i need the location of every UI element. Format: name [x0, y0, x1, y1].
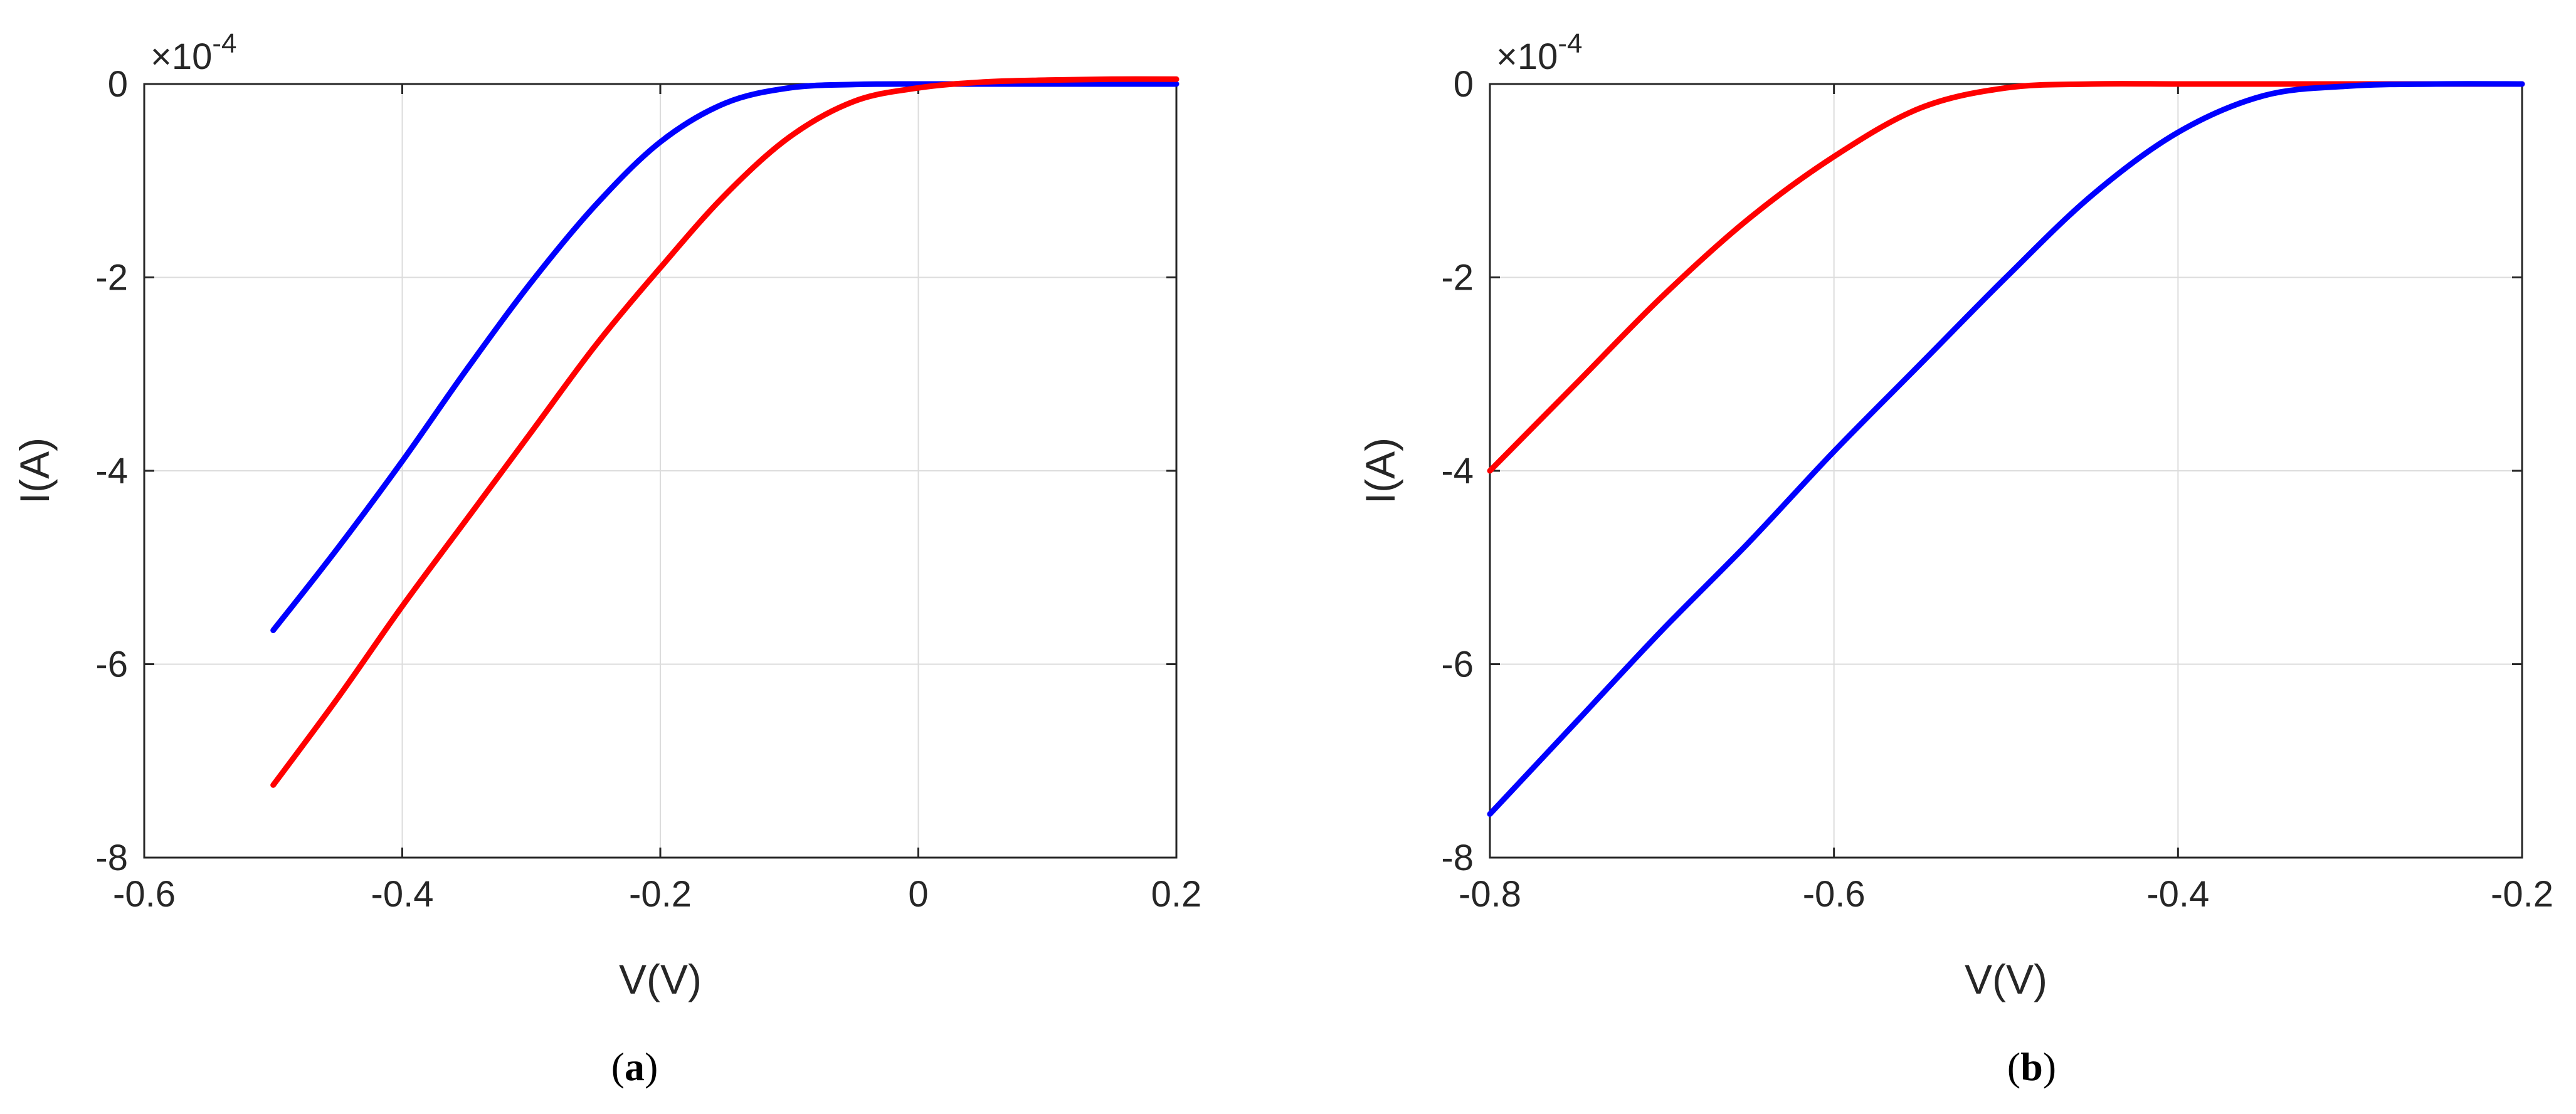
- y-tick-label: -4: [1441, 451, 1474, 491]
- y-tick-label: 0: [1454, 64, 1474, 105]
- chart-a-svg: -0.6 -0.4 -0.2 0 0.20-2-4-6-8×10-4V(V)I(A): [11, 28, 1202, 1002]
- chart-panel-b: -0.8 -0.6 -0.4 -0.2 0 -2 -4 -6 -8 ×10-4 V(V) I(A) (…: [1288, 0, 2576, 1114]
- x-tick-label: -0.6: [1803, 874, 1866, 915]
- x-axis-label: V(V): [1965, 956, 2047, 1002]
- x-tick-label: 0.2: [1151, 874, 1202, 915]
- series-line-blue: [270, 81, 1180, 633]
- caption-b: (b): [2007, 1044, 2057, 1089]
- series-line-red: [270, 76, 1180, 788]
- y-tick-label: -4: [95, 451, 128, 491]
- exponent-power: -4: [1558, 28, 1582, 59]
- series-line-blue: [1487, 81, 2525, 817]
- y-tick-label: -2: [95, 258, 128, 298]
- x-tick-label: -0.4: [371, 874, 434, 915]
- y-axis-label: I(A): [1357, 438, 1403, 504]
- x-axis-label: V(V): [619, 956, 702, 1002]
- exponent-base: ×10: [150, 36, 212, 77]
- chart-b-svg: -0.8 -0.6 -0.4 -0.20-2-4-6-8×10-4V(V)I(A): [1357, 28, 2553, 1002]
- y-exponent-label: ×10-4: [150, 28, 237, 77]
- x-tick-label: -0.2: [629, 874, 692, 915]
- x-tick-label: -0.2: [2491, 874, 2553, 915]
- y-exponent-label: ×10-4: [1496, 28, 1583, 77]
- x-tick-label: -0.6: [113, 874, 176, 915]
- y-tick-label: -6: [1441, 644, 1474, 685]
- caption-a: (a): [611, 1044, 658, 1089]
- x-tick-label: -0.8: [1459, 874, 1521, 915]
- chart-panel-a: -0.6 -0.4 -0.2 0 0.2 0 -2 -4 -6 -8 ×10-4 V(V) I(A) (…: [11, 28, 1202, 1089]
- y-tick-label: -6: [95, 644, 128, 685]
- exponent-base: ×10: [1496, 36, 1558, 77]
- x-tick-label: -0.4: [2146, 874, 2209, 915]
- y-axis-label: I(A): [11, 438, 58, 504]
- x-tick-label: 0: [908, 874, 928, 915]
- y-tick-label: -8: [95, 838, 128, 878]
- y-tick-label: -8: [1441, 838, 1474, 878]
- y-tick-label: 0: [108, 64, 128, 105]
- exponent-power: -4: [212, 28, 236, 59]
- y-tick-label: -2: [1441, 258, 1474, 298]
